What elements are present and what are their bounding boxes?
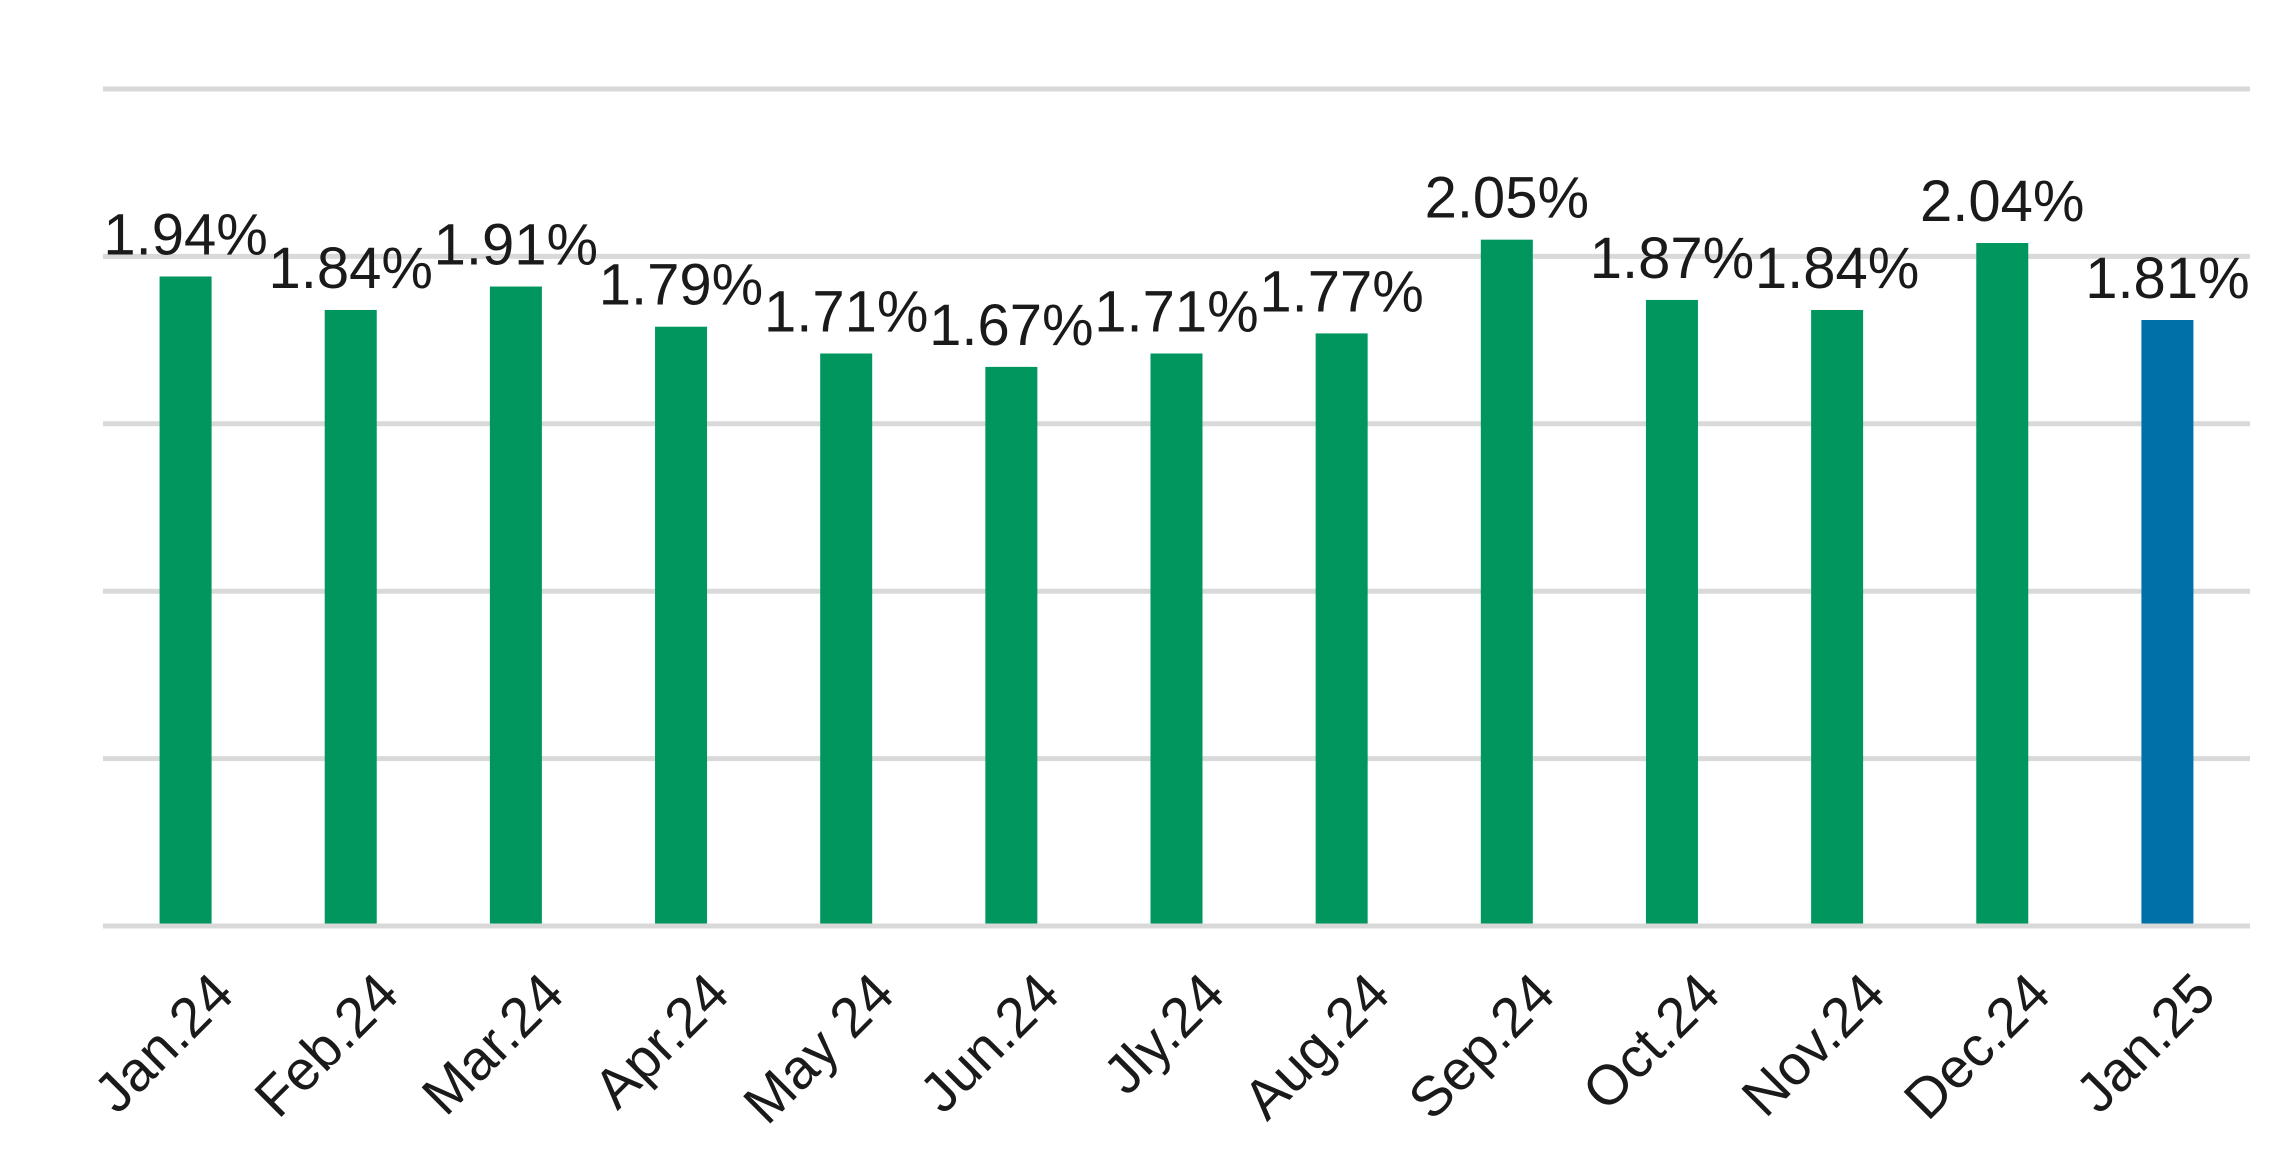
bars [159,239,2194,927]
x-tick-label-6: Jly.24 [1091,961,1236,1106]
x-tick-label-5: Jun.24 [907,961,1070,1124]
data-label-0: 1.94% [103,202,267,267]
data-label-2: 1.91% [434,213,598,278]
data-label-6: 1.71% [1094,279,1258,344]
data-label-10: 1.84% [1755,236,1919,301]
x-tick-label-10: Nov.24 [1729,961,1896,1128]
bar-jly-24 [1150,353,1203,926]
data-label-8: 2.05% [1425,166,1589,231]
bar-aug-24 [1315,333,1368,926]
bar-nov-24 [1811,309,1864,926]
bar-jan-25 [2141,320,2194,927]
x-tick-label-4: May 24 [731,961,905,1135]
bar-feb-24 [324,309,377,926]
data-label-12: 1.81% [2085,246,2249,311]
x-tick-label-2: Mar.24 [410,961,576,1127]
bar-mar-24 [489,286,542,927]
x-tick-label-9: Oct.24 [1570,961,1731,1122]
data-label-7: 1.77% [1259,259,1423,324]
x-tick-label-11: Dec.24 [1892,961,2062,1131]
data-label-11: 2.04% [1920,169,2084,234]
bar-jan-24 [159,276,212,926]
bar-may-24 [820,353,873,926]
x-tick-label-3: Apr.24 [581,961,740,1120]
bar-dec-24 [1976,243,2029,926]
x-tick-label-8: Sep.24 [1396,961,1566,1131]
bar-oct-24 [1645,299,1698,926]
data-label-1: 1.84% [268,236,432,301]
x-tick-label-1: Feb.24 [242,961,410,1129]
x-tick-label-0: Jan.24 [81,961,244,1124]
data-label-3: 1.79% [599,253,763,318]
bar-apr-24 [655,326,708,926]
data-labels: 1.94%1.84% 1.91%1.79% 1.71% 1.67% 1.71% 1.77%… [103,166,2249,358]
x-tick-label-12: Jan.25 [2063,961,2226,1124]
bar-sep-24 [1480,239,1533,926]
bar-jun-24 [985,366,1038,926]
data-label-9: 1.87% [1590,226,1754,291]
data-label-5: 1.67% [929,293,1093,358]
data-label-4: 1.71% [764,279,928,344]
x-tick-label-7: Aug.24 [1231,961,1401,1131]
